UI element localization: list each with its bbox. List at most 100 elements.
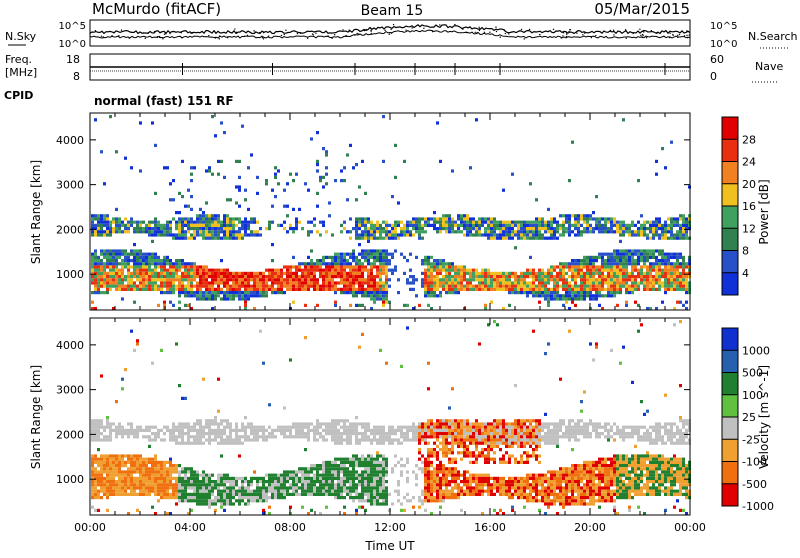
heatmap-cell — [130, 490, 133, 493]
heatmap-cell — [649, 253, 652, 256]
heatmap-cell — [154, 477, 157, 480]
heatmap-cell — [181, 397, 184, 400]
heatmap-cell — [658, 237, 661, 240]
heatmap-cell — [493, 221, 496, 224]
heatmap-cell — [370, 493, 373, 496]
heatmap-cell — [664, 230, 667, 233]
heatmap-cell — [610, 281, 613, 284]
heatmap-cell — [109, 288, 112, 291]
heatmap-cell — [139, 486, 142, 489]
heatmap-cell — [97, 464, 100, 467]
heatmap-cell — [622, 233, 625, 236]
heatmap-cell — [235, 480, 238, 483]
heatmap-cell — [535, 237, 538, 240]
noise-dot — [684, 35, 685, 36]
heatmap-cell — [436, 217, 439, 220]
heatmap-cell — [373, 265, 376, 268]
heatmap-cell — [355, 230, 358, 233]
heatmap-cell — [466, 288, 469, 291]
heatmap-cell — [409, 281, 412, 284]
colorbar-swatch — [722, 162, 738, 184]
heatmap-cell — [592, 288, 595, 291]
heatmap-cell — [223, 493, 226, 496]
heatmap-cell — [328, 486, 331, 489]
heatmap-cell — [97, 278, 100, 281]
heatmap-cell — [553, 294, 556, 297]
heatmap-cell — [217, 442, 220, 445]
heatmap-cell — [397, 291, 400, 294]
heatmap-cell — [214, 221, 217, 224]
heatmap-cell — [322, 285, 325, 288]
heatmap-cell — [343, 432, 346, 435]
heatmap-cell — [211, 297, 214, 300]
heatmap-cell — [607, 285, 610, 288]
heatmap-cell — [376, 442, 379, 445]
heatmap-cell — [199, 278, 202, 281]
heatmap-cell — [148, 490, 151, 493]
heatmap-cell — [142, 467, 145, 470]
heatmap-cell — [229, 285, 232, 288]
heatmap-cell — [151, 467, 154, 470]
heatmap-cell — [196, 291, 199, 294]
heatmap-cell — [217, 230, 220, 233]
heatmap-cell — [658, 221, 661, 224]
heatmap-cell — [385, 458, 388, 461]
heatmap-cell — [631, 291, 634, 294]
heatmap-cell — [505, 233, 508, 236]
heatmap-cell — [547, 294, 550, 297]
heatmap-cell — [409, 221, 412, 224]
heatmap-cell — [457, 275, 460, 278]
heatmap-cell — [475, 269, 478, 272]
heatmap-cell — [244, 233, 247, 236]
heatmap-cell — [367, 477, 370, 480]
heatmap-cell — [178, 230, 181, 233]
heatmap-cell — [484, 233, 487, 236]
heatmap-cell — [601, 256, 604, 259]
heatmap-cell — [178, 211, 181, 214]
heatmap-cell — [292, 483, 295, 486]
heatmap-cell — [202, 272, 205, 275]
heatmap-cell — [109, 467, 112, 470]
heatmap-cell — [160, 285, 163, 288]
heatmap-cell — [190, 173, 193, 176]
heatmap-cell — [235, 291, 238, 294]
heatmap-cell — [298, 493, 301, 496]
heatmap-cell — [214, 269, 217, 272]
heatmap-cell — [379, 486, 382, 489]
heatmap-cell — [163, 256, 166, 259]
heatmap-cell — [151, 269, 154, 272]
heatmap-cell — [388, 285, 391, 288]
heatmap-cell — [100, 422, 103, 425]
heatmap-cell — [217, 294, 220, 297]
heatmap-cell — [325, 288, 328, 291]
heatmap-cell — [367, 461, 370, 464]
heatmap-cell — [316, 493, 319, 496]
heatmap-cell — [355, 217, 358, 220]
heatmap-cell — [283, 435, 286, 438]
heatmap-cell — [166, 278, 169, 281]
heatmap-cell — [349, 483, 352, 486]
heatmap-cell — [109, 464, 112, 467]
heatmap-cell — [241, 483, 244, 486]
beam-title: Beam 15 — [361, 3, 424, 19]
heatmap-cell — [271, 205, 274, 208]
heatmap-cell — [331, 288, 334, 291]
heatmap-cell — [202, 486, 205, 489]
heatmap-cell — [154, 269, 157, 272]
heatmap-cell — [346, 486, 349, 489]
heatmap-cell — [115, 432, 118, 435]
heatmap-cell — [232, 278, 235, 281]
heatmap-cell — [199, 230, 202, 233]
heatmap-cell — [367, 221, 370, 224]
heatmap-cell — [625, 256, 628, 259]
heatmap-cell — [286, 214, 289, 217]
heatmap-cell — [355, 470, 358, 473]
heatmap-cell — [328, 272, 331, 275]
heatmap-cell — [103, 291, 106, 294]
heatmap-cell — [664, 262, 667, 265]
heatmap-cell — [460, 275, 463, 278]
heatmap-cell — [490, 272, 493, 275]
heatmap-cell — [136, 435, 139, 438]
heatmap-cell — [643, 275, 646, 278]
heatmap-cell — [361, 262, 364, 265]
